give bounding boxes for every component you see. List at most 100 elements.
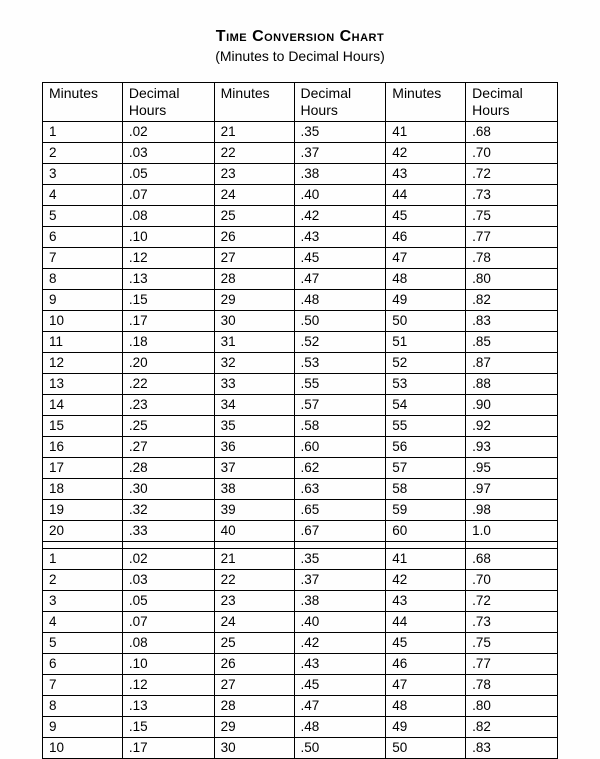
cell: 47 <box>386 248 466 269</box>
cell: 26 <box>214 227 294 248</box>
cell: 9 <box>43 717 123 738</box>
table-row: 17.2837.6257.95 <box>43 458 558 479</box>
cell: 42 <box>386 570 466 591</box>
cell: .82 <box>466 717 558 738</box>
cell: .57 <box>294 395 386 416</box>
cell: .47 <box>294 269 386 290</box>
table-row: 4.0724.4044.73 <box>43 185 558 206</box>
cell: 25 <box>214 206 294 227</box>
cell: .15 <box>122 717 214 738</box>
cell: 30 <box>214 311 294 332</box>
table-row: 2.0322.3742.70 <box>43 570 558 591</box>
cell: 7 <box>43 675 123 696</box>
cell: .92 <box>466 416 558 437</box>
cell: 55 <box>386 416 466 437</box>
cell: .65 <box>294 500 386 521</box>
table-row: 18.3038.6358.97 <box>43 479 558 500</box>
col-decimal: Decimal Hours <box>294 83 386 122</box>
cell: 24 <box>214 612 294 633</box>
cell: .38 <box>294 591 386 612</box>
cell: .07 <box>122 612 214 633</box>
cell: .58 <box>294 416 386 437</box>
cell: .42 <box>294 206 386 227</box>
cell: 52 <box>386 353 466 374</box>
col-decimal: Decimal Hours <box>122 83 214 122</box>
cell: .83 <box>466 311 558 332</box>
cell: 6 <box>43 654 123 675</box>
cell: 24 <box>214 185 294 206</box>
cell: 4 <box>43 612 123 633</box>
table-row: 19.3239.6559.98 <box>43 500 558 521</box>
cell: .48 <box>294 717 386 738</box>
cell: .35 <box>294 122 386 143</box>
cell: 44 <box>386 612 466 633</box>
table-row: 9.1529.4849.82 <box>43 717 558 738</box>
cell: .87 <box>466 353 558 374</box>
cell: .40 <box>294 185 386 206</box>
cell: .50 <box>294 311 386 332</box>
cell: 59 <box>386 500 466 521</box>
cell: 34 <box>214 395 294 416</box>
cell: 43 <box>386 591 466 612</box>
cell: 49 <box>386 290 466 311</box>
cell: 60 <box>386 521 466 542</box>
cell: .95 <box>466 458 558 479</box>
table-row: 13.2233.5553.88 <box>43 374 558 395</box>
cell: 19 <box>43 500 123 521</box>
cell: .40 <box>294 612 386 633</box>
cell: .73 <box>466 612 558 633</box>
cell: .35 <box>294 549 386 570</box>
cell: .12 <box>122 675 214 696</box>
cell: 5 <box>43 633 123 654</box>
cell: 37 <box>214 458 294 479</box>
cell: .52 <box>294 332 386 353</box>
cell: .82 <box>466 290 558 311</box>
table-row: 8.1328.4748.80 <box>43 269 558 290</box>
cell: .80 <box>466 269 558 290</box>
cell: 2 <box>43 570 123 591</box>
cell: 23 <box>214 164 294 185</box>
cell: 10 <box>43 738 123 759</box>
cell: 10 <box>43 311 123 332</box>
cell: .33 <box>122 521 214 542</box>
cell: .42 <box>294 633 386 654</box>
cell: .70 <box>466 570 558 591</box>
table-row: 20.3340.67601.0 <box>43 521 558 542</box>
cell: 18 <box>43 479 123 500</box>
cell: 57 <box>386 458 466 479</box>
cell: 8 <box>43 696 123 717</box>
cell: 20 <box>43 521 123 542</box>
table-row: 15.2535.5855.92 <box>43 416 558 437</box>
cell: 48 <box>386 269 466 290</box>
table-row: 4.0724.4044.73 <box>43 612 558 633</box>
cell: 4 <box>43 185 123 206</box>
cell: 40 <box>214 521 294 542</box>
cell: .75 <box>466 206 558 227</box>
table-row: 16.2736.6056.93 <box>43 437 558 458</box>
cell: 56 <box>386 437 466 458</box>
cell: 29 <box>214 290 294 311</box>
table-row: 9.1529.4849.82 <box>43 290 558 311</box>
cell: 14 <box>43 395 123 416</box>
cell: .48 <box>294 290 386 311</box>
cell: 5 <box>43 206 123 227</box>
cell: 47 <box>386 675 466 696</box>
table-header-row: Minutes Decimal Hours Minutes Decimal Ho… <box>43 83 558 122</box>
cell: 27 <box>214 675 294 696</box>
cell: .77 <box>466 227 558 248</box>
cell: .17 <box>122 311 214 332</box>
cell: 45 <box>386 633 466 654</box>
cell: .88 <box>466 374 558 395</box>
cell: .90 <box>466 395 558 416</box>
cell: 51 <box>386 332 466 353</box>
cell: 9 <box>43 290 123 311</box>
table-row: 1.0221.3541.68 <box>43 122 558 143</box>
cell: 33 <box>214 374 294 395</box>
cell: .78 <box>466 248 558 269</box>
cell: 50 <box>386 311 466 332</box>
cell: .70 <box>466 143 558 164</box>
cell: .23 <box>122 395 214 416</box>
col-minutes: Minutes <box>43 83 123 122</box>
cell: .15 <box>122 290 214 311</box>
cell: .68 <box>466 122 558 143</box>
